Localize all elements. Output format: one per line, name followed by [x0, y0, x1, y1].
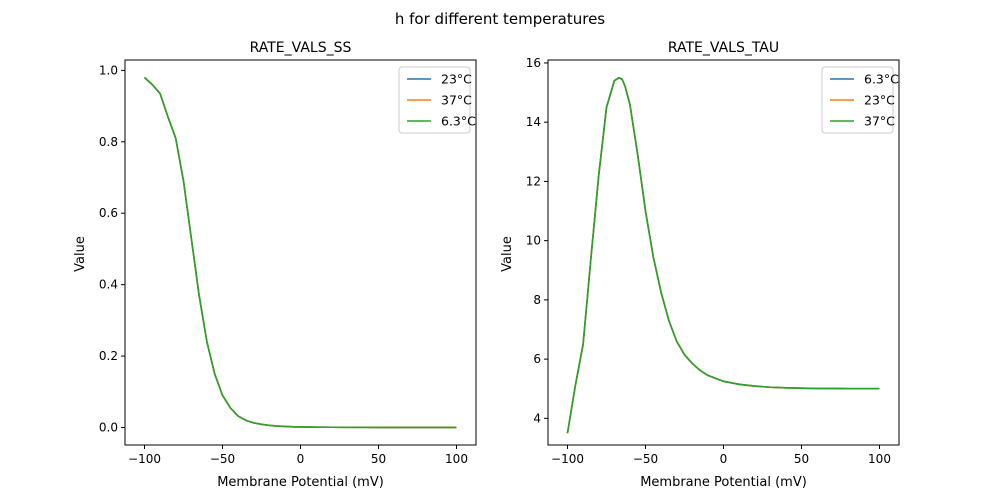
y-axis-label: Value	[500, 236, 515, 272]
legend: 6.3°C 23°C 37°C	[821, 66, 899, 134]
chart-ss: RATE_VALS_SS Membrane Potential (mV) Val…	[73, 40, 477, 490]
x-tick-label: 100	[445, 452, 468, 466]
legend-box	[821, 66, 894, 134]
y-tick-label: 14	[526, 115, 541, 129]
y-tick-label: 0.6	[99, 206, 118, 220]
legend-box	[398, 66, 471, 134]
x-tick-label: −50	[210, 452, 235, 466]
series-line-3	[143, 76, 457, 429]
x-tick-label: −100	[551, 452, 584, 466]
x-tick-label: 0	[720, 452, 728, 466]
y-tick-label: 8	[533, 293, 541, 307]
x-tick-label: 50	[371, 452, 386, 466]
y-tick-label: 16	[526, 56, 541, 70]
chart-tau: RATE_VALS_TAU Membrane Potential (mV) Va…	[500, 40, 900, 490]
y-axis-label: Value	[73, 236, 88, 272]
chart-title: RATE_VALS_SS	[250, 40, 352, 56]
x-tick-label: −50	[633, 452, 658, 466]
y-tick-label: 10	[526, 234, 541, 248]
legend-label: 23°C	[864, 93, 895, 108]
series-line-3	[566, 76, 880, 434]
figure-suptitle: h for different temperatures	[395, 10, 605, 28]
legend: 23°C 37°C 6.3°C	[398, 66, 476, 134]
y-tick-label: 12	[526, 174, 541, 188]
legend-label: 37°C	[441, 93, 472, 108]
legend-label: 6.3°C	[441, 114, 476, 129]
x-tick-label: −100	[128, 452, 161, 466]
legend-label: 6.3°C	[864, 72, 899, 87]
y-tick-label: 0.2	[99, 349, 118, 363]
y-tick-label: 1.0	[99, 63, 118, 77]
y-tick-label: 6	[533, 352, 541, 366]
legend-label: 23°C	[441, 72, 472, 87]
x-tick-label: 0	[297, 452, 305, 466]
y-tick-label: 4	[533, 411, 541, 425]
x-tick-label: 100	[868, 452, 891, 466]
y-tick-label: 0.8	[99, 135, 118, 149]
legend-label: 37°C	[864, 114, 895, 129]
y-tick-label: 0.4	[99, 278, 118, 292]
x-axis-label: Membrane Potential (mV)	[640, 475, 807, 490]
x-axis-label: Membrane Potential (mV)	[217, 475, 384, 490]
chart-title: RATE_VALS_TAU	[668, 40, 779, 56]
y-tick-label: 0.0	[99, 421, 118, 435]
x-tick-label: 50	[794, 452, 809, 466]
